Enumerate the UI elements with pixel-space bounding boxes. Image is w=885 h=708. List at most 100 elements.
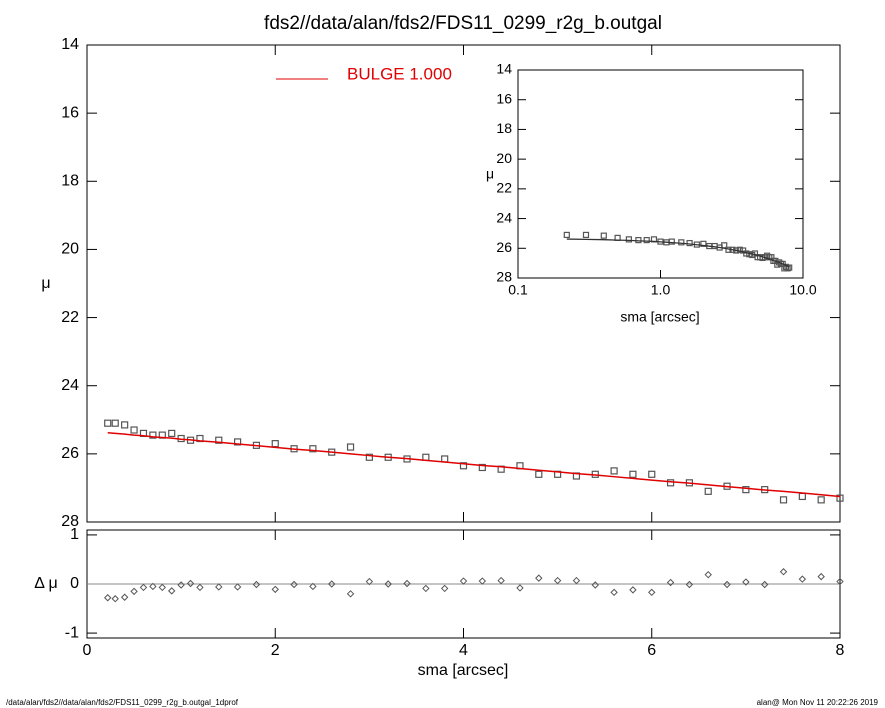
- y-tick-label: 1: [70, 526, 79, 543]
- residual-point: [346, 590, 355, 598]
- y-tick-label: 28: [61, 513, 79, 530]
- residual-point: [836, 577, 844, 586]
- residual-point: [572, 576, 581, 585]
- residual-point: [497, 576, 505, 585]
- y-tick-label: 28: [496, 269, 512, 285]
- residual-point: [186, 579, 195, 588]
- y-tick-label: -1: [65, 624, 79, 641]
- y-tick-label: 26: [61, 445, 79, 462]
- data-point: [629, 470, 637, 478]
- chart-title: fds2//data/alan/fds2/FDS11_0299_r2g_b.ou…: [264, 13, 662, 34]
- residual-point: [309, 582, 317, 591]
- y-tick-label: 22: [496, 180, 512, 196]
- x-tick-label: 4: [459, 642, 468, 659]
- residual-point: [798, 575, 807, 583]
- data-point: [346, 443, 355, 451]
- y-tick-label: 14: [61, 36, 79, 53]
- y-axis-label: Δ μ: [34, 575, 57, 592]
- data-point: [365, 453, 373, 461]
- data-point: [441, 455, 449, 463]
- data-point: [625, 236, 632, 243]
- x-axis-label: sma [arcsec]: [620, 309, 699, 325]
- y-tick-label: 16: [61, 104, 79, 121]
- model-line: [566, 238, 790, 268]
- data-point: [648, 470, 656, 478]
- data-point: [798, 492, 806, 501]
- residual-point: [704, 570, 712, 579]
- residual-point: [290, 580, 298, 589]
- y-tick-label: 20: [61, 241, 79, 258]
- data-point: [149, 431, 157, 439]
- data-point: [130, 426, 138, 434]
- x-tick-label: 0: [83, 642, 92, 659]
- residual-point: [111, 595, 119, 603]
- y-tick-label: 24: [496, 209, 512, 225]
- data-point: [121, 421, 129, 429]
- plot-frame: [86, 44, 841, 523]
- footer-left: /data/alan/fds2//data/alan/fds2/FDS11_02…: [6, 698, 239, 707]
- data-point: [686, 239, 693, 247]
- residual-point: [120, 593, 129, 601]
- y-tick-label: 0: [70, 575, 79, 592]
- data-point: [600, 232, 607, 239]
- data-point: [700, 240, 707, 247]
- data-point: [422, 453, 430, 461]
- residual-point: [158, 583, 167, 592]
- data-point: [742, 486, 750, 494]
- x-tick-label: 0.1: [508, 282, 528, 298]
- residual-point: [629, 586, 637, 594]
- data-point: [643, 237, 650, 244]
- residual-point: [779, 568, 788, 576]
- residual-point: [252, 580, 261, 589]
- data-point: [776, 259, 783, 266]
- y-tick-label: 18: [61, 173, 79, 190]
- residual-point: [648, 588, 656, 597]
- data-point: [610, 467, 618, 475]
- footer-right: alan@ Mon Nov 11 20:22:26 2019: [757, 698, 879, 707]
- model-line: [107, 431, 841, 498]
- y-tick-label: 16: [496, 90, 512, 106]
- y-axis-label: μ: [41, 275, 50, 292]
- x-tick-label: 1.0: [651, 282, 671, 298]
- data-point: [666, 479, 675, 487]
- residual-point: [365, 577, 374, 586]
- residual-point: [553, 576, 562, 585]
- residual-point: [610, 588, 618, 597]
- data-point: [535, 470, 543, 478]
- residual-point: [760, 580, 769, 589]
- data-point: [234, 438, 242, 446]
- x-axis-label: sma [arcsec]: [418, 662, 509, 679]
- legend-label: BULGE 1.000: [347, 64, 452, 83]
- residual-point: [459, 577, 468, 585]
- residual-point: [478, 577, 487, 585]
- plot-frame: [517, 69, 804, 279]
- data-point: [635, 237, 642, 244]
- data-point: [582, 231, 590, 239]
- residual-point: [685, 580, 694, 589]
- data-point: [786, 264, 793, 271]
- data-point: [817, 496, 825, 504]
- residual-point: [168, 587, 176, 595]
- residual-point: [149, 582, 157, 591]
- data-point: [309, 445, 317, 453]
- data-point: [779, 496, 788, 504]
- residual-point: [177, 581, 185, 589]
- data-point: [215, 436, 223, 444]
- residual-point: [742, 578, 750, 586]
- x-tick-label: 2: [271, 642, 280, 659]
- y-tick-label: 22: [61, 309, 79, 326]
- residual-point: [328, 580, 336, 588]
- residual-point: [666, 578, 675, 587]
- residual-point: [233, 583, 242, 591]
- data-point: [111, 419, 119, 427]
- data-point: [478, 463, 486, 472]
- data-point: [104, 419, 112, 427]
- residual-point: [516, 584, 524, 592]
- residual-point: [422, 584, 430, 593]
- data-point: [168, 429, 176, 438]
- residual-point: [403, 579, 411, 588]
- x-tick-label: 8: [836, 642, 845, 659]
- x-tick-label: 10.0: [789, 282, 816, 298]
